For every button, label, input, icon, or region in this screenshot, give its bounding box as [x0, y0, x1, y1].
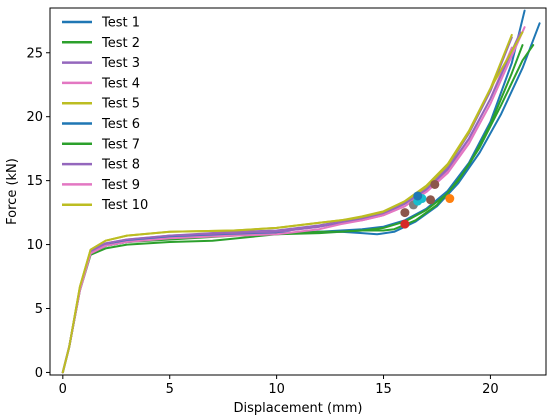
series-line-10	[61, 31, 524, 374]
y-tick-label: 5	[35, 302, 43, 317]
legend-label-8: Test 8	[101, 158, 140, 173]
y-axis-ticks: 0 5 10 15 20 25	[26, 46, 50, 381]
failure-point-marker-2	[445, 194, 455, 204]
x-tick-label: 15	[375, 382, 392, 397]
legend-label-1: Test 1	[101, 16, 140, 31]
legend-label-4: Test 4	[101, 76, 140, 91]
failure-point-marker-7	[413, 191, 423, 201]
marker-layer	[400, 179, 455, 229]
legend: Test 1 Test 2 Test 3 Test 4 Test 5 Test 6 Test…	[62, 16, 148, 213]
failure-point-marker-3	[400, 208, 410, 218]
x-axis-label: Displacement (mm)	[234, 401, 363, 416]
y-tick-label: 20	[26, 110, 43, 125]
x-tick-label: 5	[166, 382, 174, 397]
y-axis-label: Force (kN)	[5, 158, 20, 225]
series-line-7	[61, 44, 535, 374]
failure-point-marker-9	[430, 179, 440, 189]
y-tick-label: 15	[26, 174, 43, 189]
legend-label-6: Test 6	[101, 117, 140, 132]
x-axis-ticks: 0 5 10 15 20	[59, 375, 499, 397]
x-tick-label: 0	[59, 382, 67, 397]
legend-label-2: Test 2	[101, 36, 140, 51]
legend-label-7: Test 7	[101, 137, 140, 152]
failure-point-marker-1	[400, 219, 410, 229]
y-tick-label: 10	[26, 238, 43, 253]
failure-point-marker-8	[426, 195, 436, 205]
legend-label-3: Test 3	[101, 56, 140, 71]
y-tick-label: 25	[26, 46, 43, 61]
legend-label-10: Test 10	[101, 198, 148, 213]
y-tick-label: 0	[35, 366, 43, 381]
series-layer	[61, 9, 541, 374]
legend-label-9: Test 9	[101, 178, 140, 193]
x-tick-label: 10	[268, 382, 285, 397]
series-line-9	[61, 26, 526, 374]
legend-label-5: Test 5	[101, 97, 140, 112]
x-tick-label: 20	[482, 382, 499, 397]
plot-frame	[49, 7, 547, 376]
